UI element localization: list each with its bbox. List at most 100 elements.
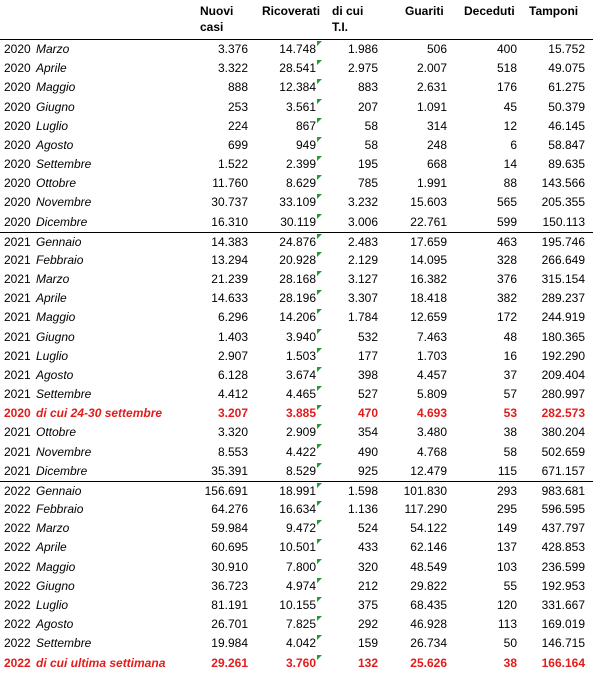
cell: 375 <box>316 596 378 615</box>
year: 2020 <box>4 137 31 152</box>
cell: 490 <box>316 443 378 462</box>
table-row: 2021 Febbraio 13.294 20.928 2.129 14.095 328 26… <box>0 251 593 270</box>
cell: 62.146 <box>410 540 447 555</box>
table-row: 2020 Aprile 3.322 28.541 2.975 2.007 518 49.075 <box>0 59 593 78</box>
row-label: 2021 Novembre <box>0 443 192 462</box>
cell: 209.404 <box>541 367 585 382</box>
row-label: 2021 Giugno <box>0 328 192 347</box>
cell: 120 <box>496 597 517 612</box>
year: 2021 <box>4 348 31 363</box>
cell: 596.595 <box>541 502 585 517</box>
cell: 506 <box>426 42 447 56</box>
cell: 3.940 <box>285 329 316 344</box>
year: 2022 <box>4 636 31 651</box>
cell: 6.128 <box>217 367 248 382</box>
year: 2020 <box>4 406 31 421</box>
cell: 61.275 <box>548 80 585 95</box>
cell: 101.830 <box>403 483 447 498</box>
table-row: 2021 Aprile 14.633 28.196 3.307 18.418 382 289.… <box>0 289 593 308</box>
cell: 50.379 <box>548 99 585 114</box>
cell: 3.322 <box>217 61 248 76</box>
year: 2022 <box>4 617 31 632</box>
cell: 4.412 <box>217 387 248 402</box>
cell: 30.119 <box>280 214 316 229</box>
cell: 117.290 <box>404 502 448 517</box>
cell: 19.984 <box>211 636 248 651</box>
column-header: di cui T.I. <box>332 4 364 34</box>
cell: 21.239 <box>211 272 248 287</box>
row-label: 2022 di cui ultima settimana <box>0 654 192 673</box>
row-label: 2020 Marzo <box>0 40 192 59</box>
row-label: 2020 Maggio <box>0 78 192 97</box>
row-label: 2020 Settembre <box>0 155 192 174</box>
year: 2020 <box>4 176 31 191</box>
year: 2021 <box>4 291 31 306</box>
year: 2020 <box>4 80 31 95</box>
table-row: 2020 Giugno 253 3.561 207 1.091 45 50.379 <box>0 98 593 117</box>
cell: 192.290 <box>541 348 585 363</box>
cell: 169.019 <box>541 617 585 632</box>
period: Gennaio <box>36 234 82 249</box>
period: Aprile <box>36 291 67 306</box>
table-row: 2020 Maggio 888 12.384 883 2.631 176 61.275 <box>0 78 593 97</box>
cell: 983.681 <box>541 483 585 498</box>
cell: 7.825 <box>285 617 316 632</box>
cell: 3.006 <box>316 213 378 232</box>
row-label: 2021 Gennaio <box>0 233 192 251</box>
cell: 14.633 <box>211 291 248 306</box>
cell: 159 <box>316 634 378 653</box>
cell: 7.800 <box>285 559 316 574</box>
period: Ottobre <box>36 176 77 191</box>
row-label: 2020 Dicembre <box>0 213 192 232</box>
table-row: 2020 Agosto 699 949 58 248 6 58.847 <box>0 136 593 155</box>
header-row: Nuovi casi Ricoverati di cui T.I. Guariti De… <box>0 0 593 40</box>
cell: 15.752 <box>548 42 585 56</box>
cell: 45 <box>503 99 517 114</box>
cell: 88 <box>503 176 517 191</box>
row-label: 2022 Gennaio <box>0 482 192 500</box>
row-label: 2022 Giugno <box>0 577 192 596</box>
year: 2020 <box>4 195 31 210</box>
cell: 18.991 <box>279 483 316 498</box>
cell: 3.232 <box>316 193 378 212</box>
cell: 4.693 <box>416 406 447 421</box>
cell: 280.997 <box>541 387 585 402</box>
row-label: 2021 Febbraio <box>0 251 192 270</box>
period: Marzo <box>36 521 70 536</box>
year: 2021 <box>4 234 31 249</box>
period: Settembre <box>36 636 92 651</box>
year: 2020 <box>4 214 31 229</box>
cell: 4.422 <box>285 444 316 459</box>
table-row: 2020 di cui 24-30 settembre 3.207 3.885 470 4… <box>0 404 593 423</box>
cell: 4.974 <box>285 578 316 593</box>
period: Agosto <box>36 367 74 382</box>
cell: 28.541 <box>279 61 316 76</box>
period: di cui 24-30 settembre <box>36 406 163 421</box>
cell: 4.768 <box>416 444 447 459</box>
period: Giugno <box>36 329 75 344</box>
cell: 48 <box>503 329 517 344</box>
table-row: 2020 Novembre 30.737 33.109 3.232 15.603 565 20… <box>0 193 593 212</box>
cell: 14.748 <box>279 42 316 56</box>
cell: 253 <box>227 99 248 114</box>
year: 2021 <box>4 463 31 478</box>
period: Maggio <box>36 310 76 325</box>
cell: 26.701 <box>211 617 248 632</box>
cell: 3.207 <box>217 406 248 421</box>
year: 2021 <box>4 252 31 267</box>
cell: 1.986 <box>316 40 378 59</box>
cell: 55 <box>503 578 517 593</box>
row-label: 2022 Agosto <box>0 615 192 634</box>
cell: 3.376 <box>217 42 248 56</box>
year: 2021 <box>4 425 31 440</box>
table-row: 2021 Maggio 6.296 14.206 1.784 12.659 172 244.9… <box>0 308 593 327</box>
cell: 1.598 <box>316 482 378 500</box>
cell: 295 <box>496 502 517 517</box>
period: Febbraio <box>36 502 84 517</box>
cell: 14.095 <box>410 252 447 267</box>
cell: 16 <box>503 348 517 363</box>
row-label: 2021 Settembre <box>0 385 192 404</box>
cell: 49.075 <box>548 61 585 76</box>
cell: 132 <box>316 654 378 673</box>
cell: 244.919 <box>541 310 585 325</box>
